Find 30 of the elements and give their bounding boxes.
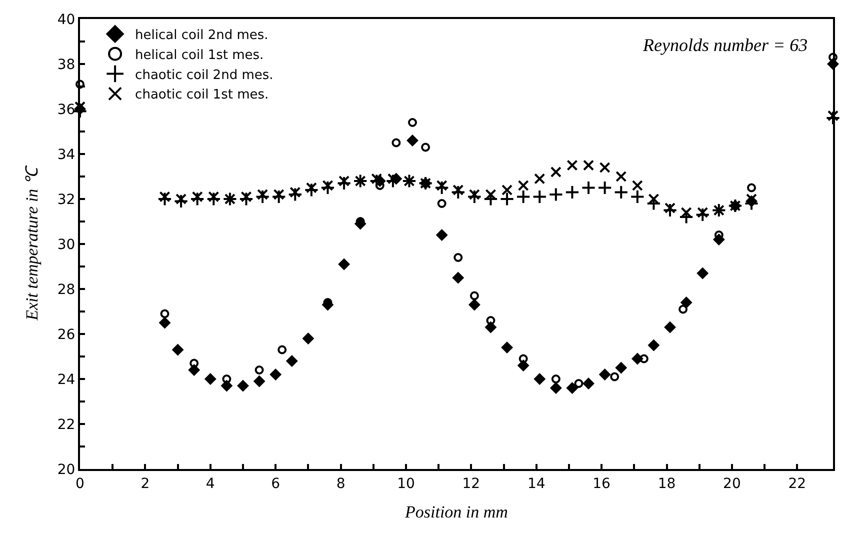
x-tick-label: 20	[723, 476, 741, 492]
x-tick-label: 0	[76, 476, 84, 492]
y-tick-label: 34	[57, 146, 76, 163]
x-tick-label: 2	[140, 476, 150, 492]
y-tick-label: 30	[57, 236, 76, 253]
x-tick-label: 16	[592, 476, 611, 492]
y-tick-label: 26	[57, 326, 76, 343]
x-tick-label: 10	[397, 476, 415, 492]
x-tick-label: 22	[788, 476, 806, 492]
y-tick-label: 36	[57, 102, 76, 118]
legend-label: chaotic coil 2nd mes.	[135, 68, 274, 83]
x-tick-label: 14	[527, 476, 546, 492]
legend-label: chaotic coil 1st mes.	[135, 88, 269, 103]
y-tick-label: 22	[57, 416, 76, 433]
annotation: Reynolds number = 63	[642, 35, 808, 55]
y-tick-label: 28	[57, 282, 76, 298]
y-tick-label: 38	[57, 56, 76, 73]
x-tick-label: 8	[336, 476, 346, 492]
y-tick-label: 32	[57, 192, 76, 208]
x-tick-label: 18	[658, 476, 676, 492]
y-tick-label: 20	[57, 462, 76, 478]
x-tick-label: 4	[206, 476, 215, 492]
legend-label: helical coil 2nd mes.	[135, 28, 268, 44]
x-axis-title: Position in mm	[404, 502, 508, 522]
y-tick-label: 40	[57, 12, 76, 28]
legend-label: helical coil 1st mes.	[135, 48, 264, 63]
x-tick-label: 6	[271, 476, 280, 492]
x-tick-label: 12	[462, 476, 480, 492]
y-tick-label: 24	[57, 372, 76, 388]
y-axis-title: Exit temperature in ℃	[22, 164, 42, 322]
